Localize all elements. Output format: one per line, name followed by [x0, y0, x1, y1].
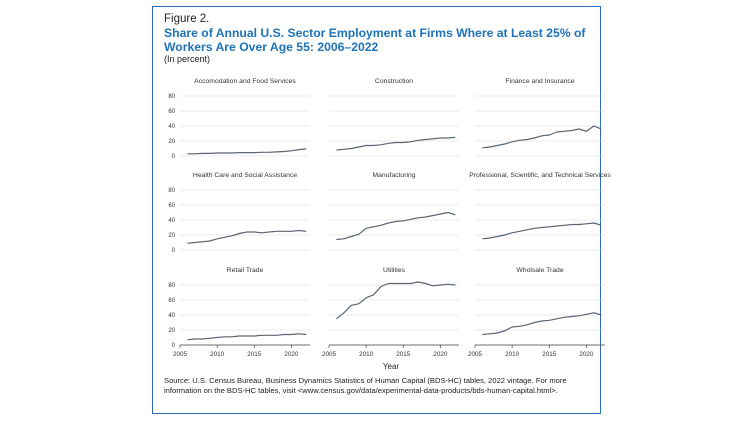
y-tick-label: 20 — [168, 139, 175, 145]
panel-title: Finance and Insurance — [505, 78, 574, 85]
panel-title: Construction — [375, 78, 413, 85]
panel-title: Retail Trade — [227, 267, 264, 274]
x-tick-label: 2020 — [284, 351, 299, 358]
y-tick-label: 40 — [168, 313, 175, 319]
x-tick-label: 2005 — [468, 351, 483, 358]
x-tick-label: 2005 — [173, 351, 188, 358]
x-tick-label: 2015 — [542, 351, 557, 358]
y-tick-label: 80 — [168, 94, 175, 100]
x-axis-title: Year — [383, 362, 400, 371]
panel-title: Professional, Scientific, and Technical … — [469, 172, 611, 179]
series-line — [336, 211, 456, 241]
series-line — [482, 125, 602, 149]
panel-title: Utilities — [383, 267, 406, 274]
x-tick-label: 2010 — [505, 351, 520, 358]
y-tick-label: 40 — [168, 218, 175, 224]
x-tick-label: 2015 — [396, 351, 411, 358]
series-line — [482, 312, 602, 336]
series-line — [187, 148, 307, 155]
series-line — [336, 136, 456, 151]
series-line — [482, 222, 602, 240]
y-tick-label: 20 — [168, 328, 175, 334]
x-tick-label: 2005 — [322, 351, 337, 358]
figure-label: Figure 2. — [164, 13, 210, 25]
y-tick-label: 0 — [172, 248, 176, 254]
x-tick-label: 2020 — [579, 351, 594, 358]
series-line — [187, 333, 307, 341]
panel-title: Accomodation and Food Services — [194, 78, 296, 85]
figure-frame — [152, 6, 601, 414]
series-line — [187, 229, 307, 244]
y-tick-label: 40 — [168, 124, 175, 130]
y-tick-label: 60 — [168, 203, 175, 209]
series-line — [336, 281, 456, 320]
panel-title: Manufacturing — [372, 172, 415, 179]
y-tick-label: 0 — [172, 154, 176, 160]
y-tick-label: 80 — [168, 188, 175, 194]
y-tick-label: 60 — [168, 109, 175, 115]
figure-subtitle: (In percent) — [164, 54, 211, 64]
y-tick-label: 80 — [168, 283, 175, 289]
x-tick-label: 2010 — [359, 351, 374, 358]
panel-title: Health Care and Social Assistance — [193, 172, 297, 179]
x-tick-label: 2010 — [210, 351, 225, 358]
x-tick-label: 2020 — [433, 351, 448, 358]
y-tick-label: 60 — [168, 298, 175, 304]
y-tick-label: 20 — [168, 233, 175, 239]
figure-title: Share of Annual U.S. Sector Employment a… — [164, 26, 586, 54]
x-tick-label: 2015 — [247, 351, 262, 358]
source-note: Source: U.S. Census Bureau, Business Dyn… — [164, 376, 567, 395]
panel-title: Wholsale Trade — [516, 267, 563, 274]
y-tick-label: 0 — [172, 343, 176, 349]
